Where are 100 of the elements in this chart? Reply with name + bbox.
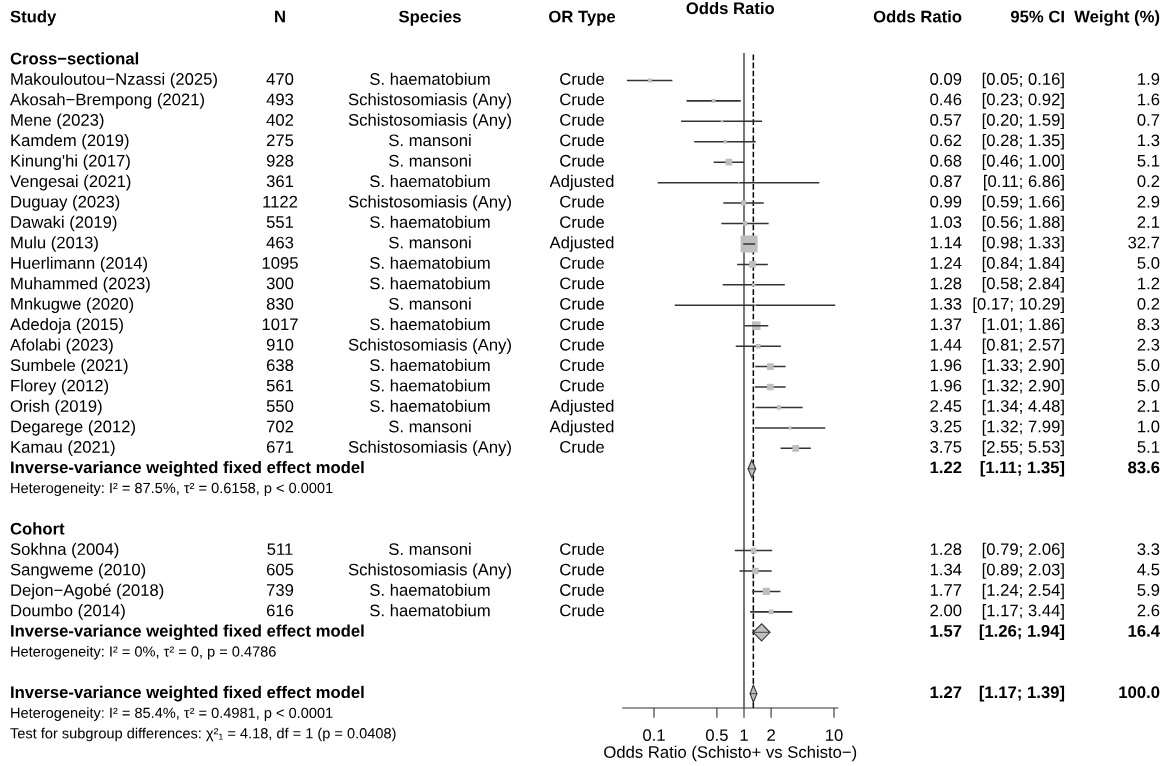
text: Crude: [560, 542, 604, 556]
text: Inverse-variance weighted fixed effect model: [11, 624, 364, 641]
text: [0.17; 10.29]: [973, 297, 1064, 314]
text: 3.3: [1137, 543, 1160, 556]
text: 2.45: [930, 400, 962, 412]
text: Kamdem (2019): [11, 133, 129, 150]
text: 100.0: [1119, 686, 1160, 699]
text: Heterogeneity: I² = 85.4%, τ² = 0.4981, p < 0.0001: [11, 707, 333, 721]
text: 493: [266, 93, 294, 106]
text: 1.28: [930, 277, 962, 290]
text: 561: [266, 379, 294, 392]
text: Crude: [560, 256, 604, 269]
text: Kinung'hi (2017): [11, 154, 130, 170]
text: Afolabi (2023): [10, 338, 113, 354]
text: 2.1: [1137, 216, 1160, 228]
text: [0.81; 2.57]: [982, 338, 1064, 354]
text: S. haematobium: [370, 317, 490, 331]
x-tick-label: 1: [740, 729, 748, 741]
text: 1.03: [930, 216, 962, 228]
text: Heterogeneity: I² = 0%, τ² = 0, p = 0.4786: [11, 645, 276, 660]
text: Mene (2023): [11, 113, 104, 130]
text: Adjusted: [549, 174, 614, 191]
text: 32.7: [1128, 236, 1160, 249]
point: [749, 261, 756, 268]
text: [1.17; 1.39]: [979, 685, 1065, 702]
text: Crude: [560, 338, 604, 351]
text: 1.77: [930, 584, 962, 596]
text: [0.89; 2.03]: [982, 563, 1064, 579]
text: [1.01; 1.86]: [982, 317, 1064, 334]
text: Crude: [560, 133, 604, 147]
text: Adedoja (2015): [10, 317, 123, 334]
text: S. mansoni: [389, 154, 471, 167]
text: Adjusted: [549, 236, 614, 252]
point: [766, 383, 774, 391]
text: 910: [266, 338, 294, 351]
text: 511: [267, 543, 293, 556]
text: 5.1: [1137, 441, 1160, 453]
text: 361: [266, 175, 294, 188]
text: 2.6: [1137, 604, 1160, 617]
text: 2.9: [1137, 195, 1160, 208]
text: 3.75: [930, 441, 962, 453]
text: 2.1: [1137, 400, 1160, 412]
point: [741, 200, 747, 206]
text: 83.6: [1128, 461, 1160, 474]
text: Vengesai (2021): [10, 174, 131, 191]
text: Mnkugwe (2020): [11, 297, 134, 314]
text: [1.32; 2.90]: [982, 379, 1064, 395]
text: Schistosomiasis (Any): [348, 338, 511, 354]
text: Akosah−Brempong (2021): [10, 93, 204, 109]
text: 0.46: [930, 93, 962, 106]
x-tick-label: 0.5: [705, 729, 728, 742]
point: [762, 587, 770, 596]
text: Makouloutou−Nzassi (2025): [11, 72, 217, 89]
text: 1.3: [1138, 134, 1160, 147]
text: 1.33: [930, 297, 962, 310]
chart-title: Odds Ratio: [686, 1, 775, 15]
text: Adjusted: [549, 399, 614, 416]
text: 463: [266, 236, 294, 249]
category-label: 95% CI: [1010, 10, 1064, 23]
text: Crude: [560, 93, 604, 106]
text: Crude: [560, 604, 604, 617]
text: 0.2: [1137, 297, 1160, 310]
text: Crude: [560, 297, 604, 310]
text: 551: [266, 216, 294, 228]
text: 1.96: [930, 379, 962, 392]
category-label: Species: [398, 10, 461, 26]
text: S. haematobium: [370, 379, 490, 392]
text: 0.57: [930, 113, 962, 126]
text: Kamau (2021): [11, 440, 115, 457]
x-tick-label: 0.1: [643, 729, 665, 742]
text: 638: [266, 359, 294, 372]
text: Adjusted: [549, 420, 614, 436]
text: 16.4: [1128, 624, 1160, 637]
text: 616: [266, 604, 294, 617]
text: 739: [266, 584, 294, 596]
category-label: OR Type: [549, 10, 616, 26]
text: Crude: [560, 154, 604, 167]
text: Sumbele (2021): [10, 358, 128, 375]
x-axis-title: Odds Ratio (Schisto+ vs Schisto−): [604, 745, 857, 762]
text: Muhammed (2023): [11, 277, 150, 293]
text: Schistosomiasis (Any): [348, 113, 511, 130]
text: Florey (2012): [11, 379, 109, 395]
text: Schistosomiasis (Any): [348, 93, 511, 109]
text: 550: [266, 400, 294, 412]
text: Inverse-variance weighted fixed effect model: [11, 685, 364, 702]
text: Crude: [560, 195, 604, 208]
text: [0.56; 1.88]: [982, 215, 1064, 232]
category-label: Odds Ratio: [873, 10, 962, 23]
text: S. mansoni: [389, 133, 471, 147]
text: [2.55; 5.53]: [982, 440, 1064, 457]
text: 605: [266, 563, 294, 576]
text: [0.05; 0.16]: [982, 72, 1064, 89]
text: 1.44: [930, 339, 962, 351]
text: Crude: [560, 583, 604, 596]
text: 0.87: [930, 175, 962, 188]
text: S. haematobium: [370, 277, 490, 290]
text: 1.37: [930, 318, 962, 331]
text: Doumbo (2014): [11, 604, 125, 620]
text: 5.9: [1137, 584, 1160, 596]
text: 275: [266, 134, 294, 147]
